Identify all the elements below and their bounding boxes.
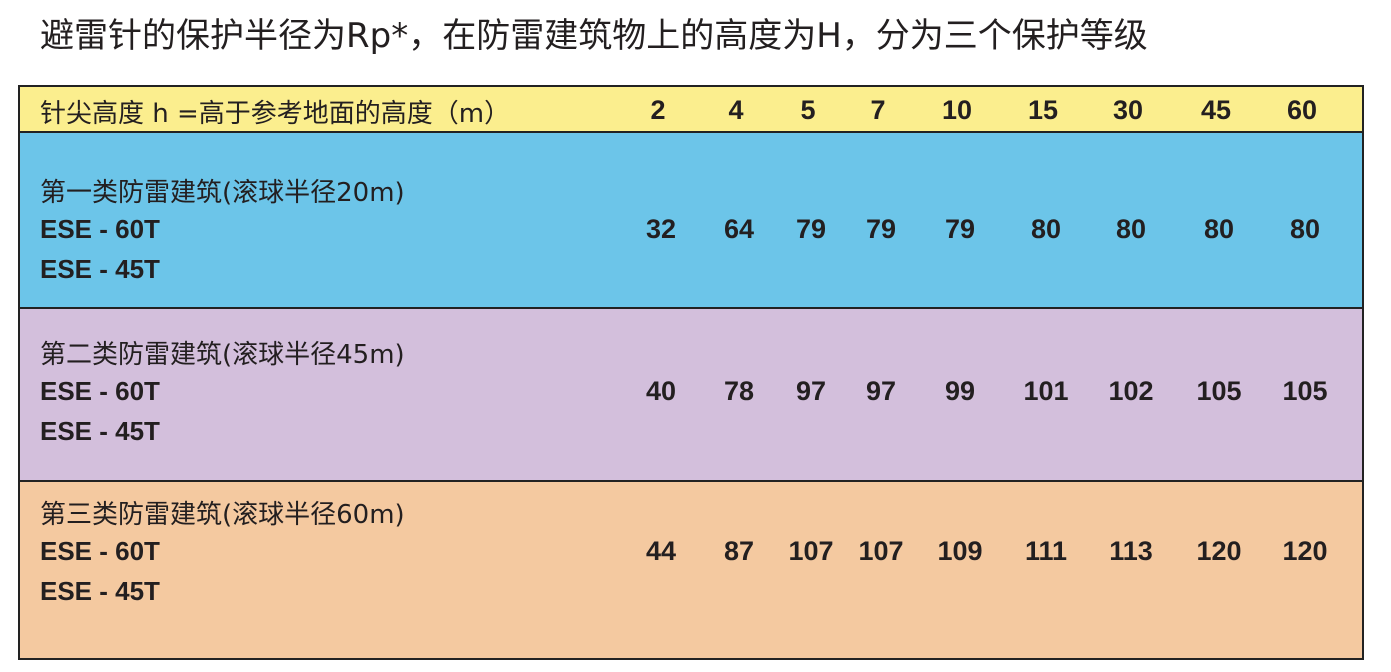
- cell-value: 87: [723, 536, 755, 566]
- cell-value: 97: [865, 376, 897, 406]
- row-band: [18, 131, 1364, 309]
- cell-value: 105: [1282, 376, 1328, 406]
- cell-value: 79: [865, 214, 897, 244]
- cell-value: 80: [1030, 214, 1062, 244]
- cell-value: 80: [1115, 214, 1147, 244]
- cell-value: 111: [1024, 536, 1068, 566]
- cell-value: 80: [1203, 214, 1235, 244]
- row-band: [18, 480, 1364, 660]
- cell-value: 32: [645, 214, 677, 244]
- cell-value: 102: [1108, 376, 1154, 406]
- header-height: 4: [728, 95, 744, 125]
- row-class: 第一类防雷建筑(滚球半径20m): [40, 178, 405, 208]
- row-model: ESE - 60T: [40, 376, 160, 406]
- cell-value: 64: [723, 214, 755, 244]
- row-model: ESE - 45T: [40, 254, 160, 284]
- header-height: 10: [941, 95, 973, 125]
- title: 避雷针的保护半径为Rp*，在防雷建筑物上的高度为H，分为三个保护等级: [40, 16, 1148, 56]
- cell-value: 109: [937, 536, 983, 566]
- header-height: 30: [1112, 95, 1144, 125]
- cell-value: 80: [1289, 214, 1321, 244]
- cell-value: 113: [1109, 536, 1153, 566]
- row-model: ESE - 60T: [40, 536, 160, 566]
- header-height: 60: [1286, 95, 1318, 125]
- cell-value: 40: [645, 376, 677, 406]
- cell-value: 79: [795, 214, 827, 244]
- cell-value: 105: [1196, 376, 1242, 406]
- cell-value: 101: [1023, 376, 1069, 406]
- row-class: 第二类防雷建筑(滚球半径45m): [40, 340, 405, 370]
- cell-value: 78: [723, 376, 755, 406]
- row-class: 第三类防雷建筑(滚球半径60m): [40, 500, 405, 530]
- cell-value: 120: [1282, 536, 1328, 566]
- header-height: 15: [1027, 95, 1059, 125]
- cell-value: 120: [1196, 536, 1242, 566]
- row-band: [18, 307, 1364, 482]
- header-height: 2: [650, 95, 666, 125]
- cell-value: 79: [944, 214, 976, 244]
- row-model: ESE - 60T: [40, 214, 160, 244]
- cell-value: 97: [795, 376, 827, 406]
- header-height: 45: [1200, 95, 1232, 125]
- cell-value: 99: [944, 376, 976, 406]
- cell-value: 44: [645, 536, 677, 566]
- header-height: 5: [800, 95, 816, 125]
- header-label: 针尖高度 h =高于参考地面的高度（m）: [40, 99, 511, 129]
- row-model: ESE - 45T: [40, 576, 160, 606]
- cell-value: 107: [858, 536, 904, 566]
- row-model: ESE - 45T: [40, 416, 160, 446]
- cell-value: 107: [788, 536, 834, 566]
- header-height: 7: [870, 95, 886, 125]
